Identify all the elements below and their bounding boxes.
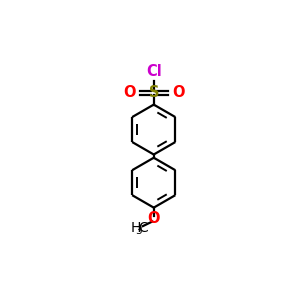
Text: 3: 3 [135, 226, 142, 236]
Text: O: O [148, 211, 160, 226]
Text: O: O [123, 85, 136, 100]
Text: H: H [130, 221, 141, 235]
Text: O: O [172, 85, 184, 100]
Text: C: C [138, 221, 148, 235]
Text: Cl: Cl [146, 64, 162, 79]
Text: S: S [148, 85, 159, 100]
